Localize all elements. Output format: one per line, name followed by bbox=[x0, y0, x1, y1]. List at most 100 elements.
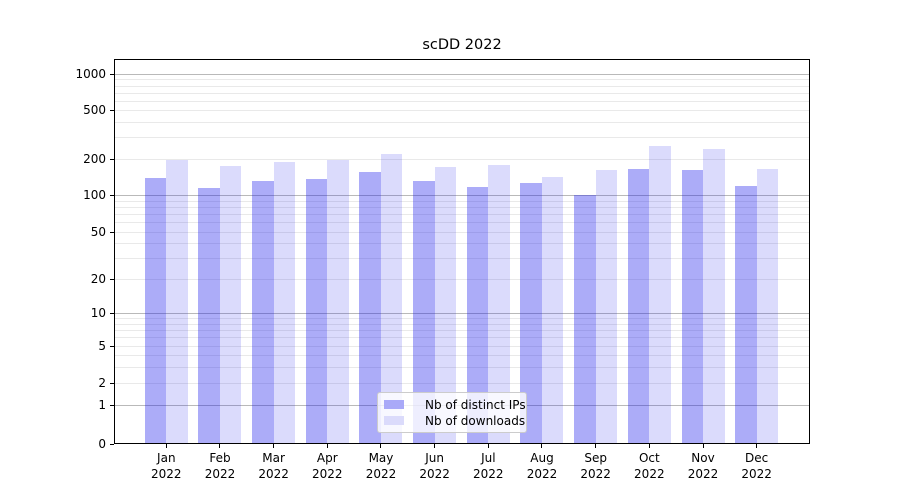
bar-downloads-mar bbox=[273, 161, 296, 443]
x-tick-mark bbox=[487, 444, 489, 448]
minor-gridline bbox=[115, 213, 809, 215]
bar-downloads-jul bbox=[488, 164, 510, 443]
x-tick-label-jan: Jan 2022 bbox=[134, 451, 198, 482]
legend-item-distinct-ips: Nb of distinct IPs bbox=[384, 397, 526, 413]
x-tick-label-aug: Aug 2022 bbox=[510, 451, 574, 482]
year-label: 2022 bbox=[151, 466, 182, 481]
year-label: 2022 bbox=[204, 466, 236, 481]
bar-downloads-apr bbox=[327, 160, 349, 443]
bar-distinct-ips-jan bbox=[144, 177, 167, 443]
year-label: 2022 bbox=[687, 466, 719, 481]
x-tick-mark bbox=[273, 444, 275, 448]
minor-gridline bbox=[115, 92, 809, 94]
month-label: Jul bbox=[481, 451, 496, 465]
year-label: 2022 bbox=[419, 466, 450, 481]
x-tick-label-dec: Dec 2022 bbox=[725, 451, 789, 482]
y-tick-mark bbox=[110, 345, 114, 347]
bar-downloads-nov bbox=[703, 148, 725, 443]
y-tick-label: 1000 bbox=[75, 66, 106, 81]
minor-gridline bbox=[115, 278, 809, 280]
month-label: Aug bbox=[530, 451, 554, 465]
minor-gridline bbox=[115, 367, 809, 369]
minor-gridline bbox=[115, 231, 809, 233]
bar-distinct-ips-apr bbox=[305, 179, 328, 443]
x-tick-mark bbox=[595, 444, 597, 448]
bar-distinct-ips-mar bbox=[252, 181, 274, 443]
legend-item-downloads: Nb of downloads bbox=[384, 413, 526, 429]
y-tick-mark bbox=[110, 158, 114, 160]
bar-distinct-ips-dec bbox=[735, 185, 757, 443]
legend-swatch-downloads bbox=[384, 416, 404, 425]
bar-downloads-dec bbox=[756, 168, 779, 443]
y-tick-label: 1 bbox=[98, 398, 106, 413]
bar-downloads-oct bbox=[649, 146, 671, 443]
x-tick-label-jul: Jul 2022 bbox=[456, 451, 520, 482]
x-tick-label-mar: Mar 2022 bbox=[242, 451, 306, 482]
x-tick-mark bbox=[326, 444, 328, 448]
y-tick-label: 0 bbox=[98, 437, 106, 451]
month-label: Nov bbox=[691, 451, 715, 465]
bar-downloads-sep bbox=[595, 169, 618, 443]
year-label: 2022 bbox=[473, 466, 504, 481]
year-label: 2022 bbox=[741, 466, 772, 481]
minor-gridline bbox=[115, 110, 809, 112]
minor-gridline bbox=[115, 355, 809, 357]
legend: Nb of distinct IPs Nb of downloads bbox=[377, 392, 527, 433]
minor-gridline bbox=[115, 100, 809, 102]
bar-distinct-ips-oct bbox=[627, 168, 650, 443]
minor-gridline bbox=[115, 323, 809, 325]
year-label: 2022 bbox=[580, 466, 611, 481]
month-label: Feb bbox=[209, 451, 231, 465]
y-tick-mark bbox=[110, 73, 114, 75]
y-tick-mark bbox=[110, 313, 114, 315]
x-tick-label-nov: Nov 2022 bbox=[671, 451, 735, 482]
month-label: Oct bbox=[638, 451, 660, 465]
minor-gridline bbox=[115, 137, 809, 139]
minor-gridline bbox=[115, 79, 809, 81]
legend-label-distinct-ips: Nb of distinct IPs bbox=[425, 397, 526, 412]
month-label: Dec bbox=[745, 451, 769, 465]
x-tick-label-apr: Apr 2022 bbox=[295, 451, 359, 482]
bar-distinct-ips-feb bbox=[198, 188, 220, 443]
legend-swatch-distinct-ips bbox=[384, 400, 404, 409]
bar-downloads-feb bbox=[219, 165, 242, 443]
y-tick-label: 50 bbox=[90, 224, 106, 239]
minor-gridline bbox=[115, 200, 809, 202]
y-tick-mark bbox=[110, 444, 114, 445]
bar-distinct-ips-nov bbox=[681, 169, 703, 443]
major-gridline bbox=[115, 313, 809, 315]
x-tick-mark bbox=[541, 444, 543, 448]
year-label: 2022 bbox=[634, 466, 665, 481]
minor-gridline bbox=[115, 337, 809, 339]
minor-gridline bbox=[115, 122, 809, 124]
bar-downloads-aug bbox=[541, 176, 564, 443]
month-label: May bbox=[368, 451, 394, 465]
x-tick-mark bbox=[380, 444, 382, 448]
bar-downloads-may bbox=[380, 153, 403, 443]
minor-gridline bbox=[115, 330, 809, 332]
minor-gridline bbox=[115, 85, 809, 87]
minor-gridline bbox=[115, 243, 809, 245]
major-gridline bbox=[115, 73, 809, 75]
y-tick-label: 100 bbox=[83, 188, 106, 203]
major-gridline bbox=[115, 195, 809, 197]
month-label: Mar bbox=[262, 451, 285, 465]
y-tick-mark bbox=[110, 278, 114, 280]
month-label: Apr bbox=[316, 451, 338, 465]
y-tick-label: 10 bbox=[90, 306, 106, 321]
y-tick-label: 200 bbox=[83, 151, 106, 166]
chart-title: scDD 2022 bbox=[422, 37, 502, 53]
y-tick-label: 500 bbox=[83, 103, 106, 118]
year-label: 2022 bbox=[365, 466, 397, 481]
x-tick-label-may: May 2022 bbox=[349, 451, 413, 482]
minor-gridline bbox=[115, 158, 809, 160]
y-tick-mark bbox=[110, 195, 114, 197]
x-tick-label-oct: Oct 2022 bbox=[617, 451, 681, 482]
x-tick-mark bbox=[702, 444, 704, 448]
y-tick-label: 2 bbox=[98, 375, 106, 390]
bar-distinct-ips-aug bbox=[520, 183, 542, 443]
month-label: Sep bbox=[584, 451, 607, 465]
minor-gridline bbox=[115, 222, 809, 223]
bar-distinct-ips-may bbox=[359, 172, 381, 443]
